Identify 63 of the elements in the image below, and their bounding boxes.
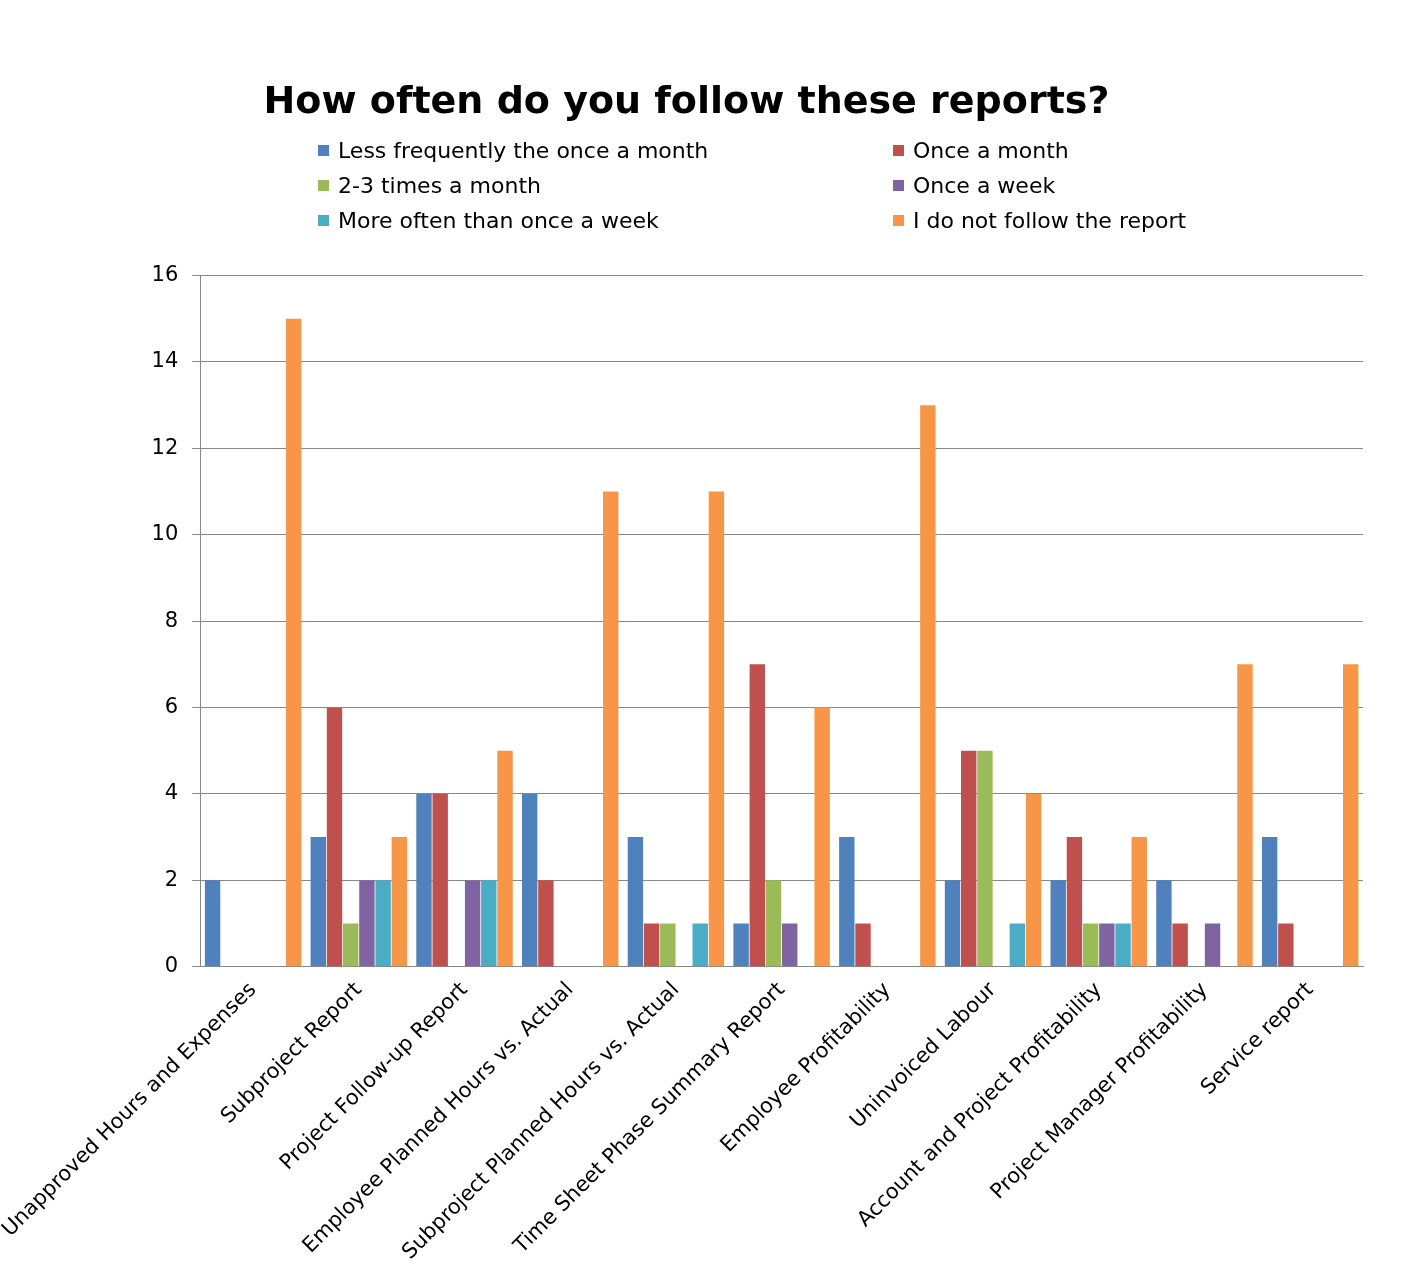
bar [814, 707, 830, 967]
bar [660, 923, 676, 967]
bar [1261, 837, 1278, 967]
bar [285, 318, 302, 967]
bar [839, 837, 855, 967]
bar [1278, 923, 1294, 967]
bar [1066, 837, 1083, 967]
bar [1342, 664, 1359, 967]
bar [1172, 923, 1188, 967]
bar [343, 923, 359, 967]
bar [961, 750, 977, 967]
bar [1050, 880, 1066, 967]
bar [1156, 880, 1172, 967]
bar [1237, 664, 1253, 967]
bar [944, 880, 961, 967]
y-tick-label: 8 [164, 607, 179, 632]
y-tick-label: 12 [151, 434, 179, 459]
y-tick-label: 0 [164, 953, 179, 978]
bar [310, 837, 326, 967]
bar [603, 491, 619, 967]
legend-label: Less frequently the once a month [338, 138, 709, 163]
bar [749, 664, 766, 967]
bar [782, 923, 798, 967]
bar [391, 837, 408, 967]
bar [1204, 923, 1221, 967]
legend-label: More often than once a week [338, 208, 659, 233]
y-tick-label: 6 [164, 693, 179, 718]
bar [497, 750, 513, 967]
bar [1099, 923, 1115, 967]
bar [733, 923, 749, 967]
bar [538, 880, 554, 967]
y-tick-label: 10 [151, 521, 179, 546]
bar [1009, 923, 1026, 967]
bar [920, 405, 936, 967]
bar [375, 880, 391, 967]
bar [1082, 923, 1099, 967]
legend-label: Once a week [913, 173, 1056, 198]
bar [692, 923, 708, 967]
bar [464, 880, 481, 967]
bar [416, 793, 432, 967]
y-tick-label: 14 [151, 348, 179, 373]
bar [432, 793, 448, 967]
bar [481, 880, 497, 967]
bar [359, 880, 375, 967]
bar [204, 880, 221, 967]
bar [977, 750, 993, 967]
bar [1025, 793, 1042, 967]
legend-label: Once a month [913, 138, 1069, 163]
bar [1131, 837, 1147, 967]
y-tick-label: 4 [164, 780, 179, 805]
bar [708, 491, 725, 967]
bar [643, 923, 660, 967]
bar [765, 880, 782, 967]
legend-label: 2-3 times a month [338, 173, 541, 198]
legend-label: I do not follow the report [913, 208, 1187, 233]
chart-title: How often do you follow these reports? [263, 77, 1110, 122]
y-tick-label: 16 [151, 262, 179, 287]
bar [855, 923, 871, 967]
bar [326, 707, 343, 967]
y-tick-label: 2 [164, 866, 179, 891]
bar [1115, 923, 1131, 967]
bar [522, 793, 538, 967]
bar [627, 837, 644, 967]
